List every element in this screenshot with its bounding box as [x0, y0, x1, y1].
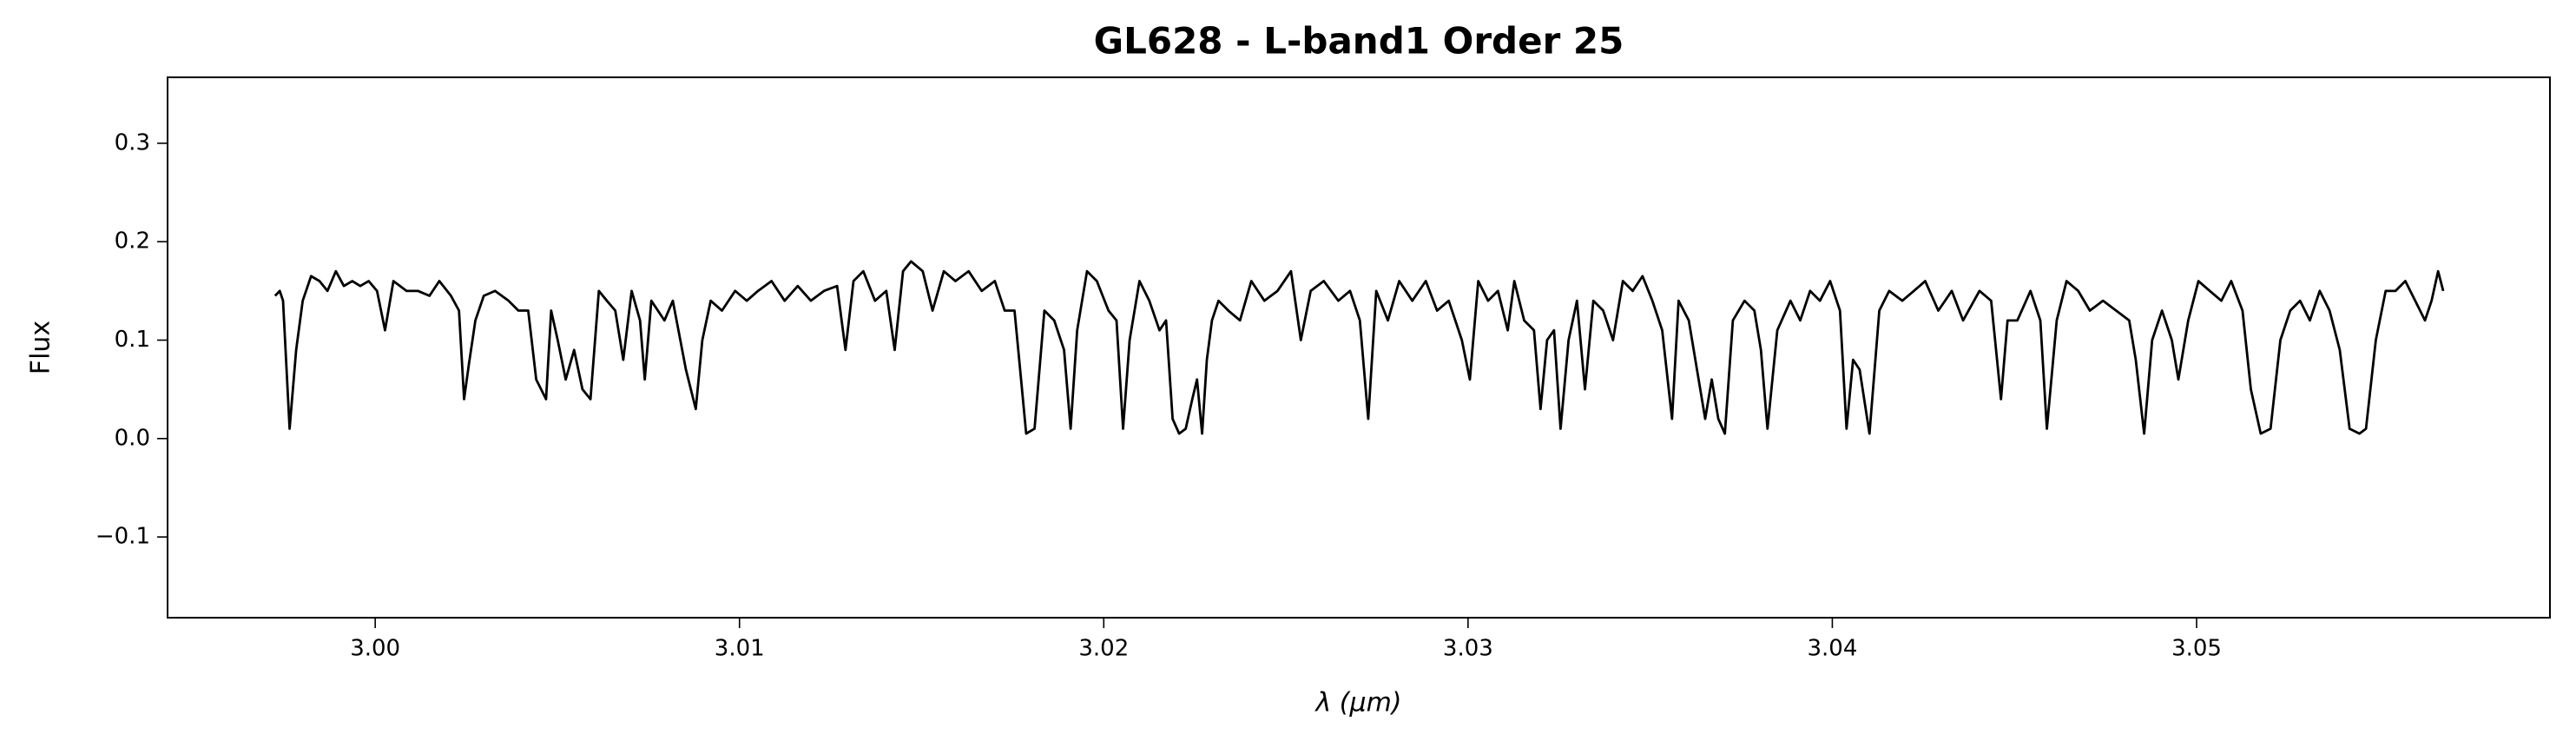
x-tick-label: 3.00	[350, 636, 400, 662]
x-tick-label: 3.03	[1443, 636, 1493, 662]
x-tick-label: 3.01	[715, 636, 765, 662]
y-tick-label: 0.2	[115, 228, 150, 255]
x-tick-label: 3.04	[1807, 636, 1857, 662]
y-tick-label: −0.1	[96, 524, 150, 550]
y-tick-label: 0.0	[115, 425, 150, 451]
x-tick-label: 3.02	[1078, 636, 1129, 662]
x-tick-label: 3.05	[2171, 636, 2222, 662]
chart-title: GL628 - L-band1 Order 25	[1094, 20, 1624, 63]
spectrum-line	[273, 260, 2445, 435]
x-axis-label: λ (μm)	[1314, 688, 1401, 718]
y-tick-label: 0.3	[115, 129, 150, 156]
y-axis-label: Flux	[26, 321, 56, 374]
y-tick-label: 0.1	[115, 327, 150, 353]
axes-frame	[167, 76, 2551, 619]
